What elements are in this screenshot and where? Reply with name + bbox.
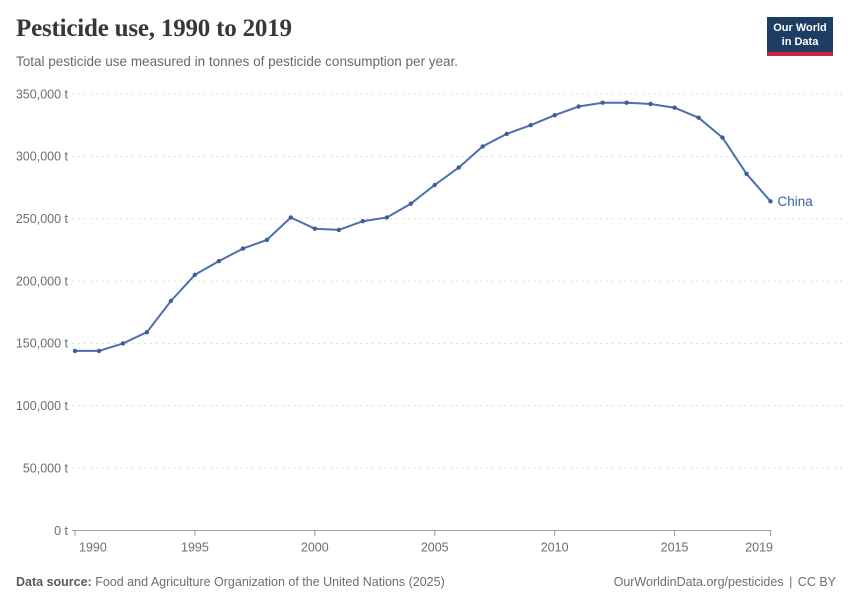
data-point-marker	[216, 258, 222, 264]
y-axis-labels: 0 t 50,000 t 100,000 t 150,000 t 200,000 t 25…	[16, 87, 69, 538]
chart-header: Pesticide use, 1990 to 2019 Total pestic…	[16, 14, 750, 71]
data-point-marker	[432, 182, 437, 188]
data-point-marker	[240, 246, 246, 251]
data-point-marker	[384, 215, 389, 220]
x-axis	[72, 530, 772, 536]
owid-logo-line1: Our World	[773, 22, 827, 34]
owid-logo-line2: in Data	[781, 36, 819, 49]
license-label: CC BY	[797, 575, 836, 589]
data-point-marker	[672, 105, 677, 110]
data-source-note: Data source: Food and Agriculture Organi…	[16, 575, 445, 589]
data-point-marker	[576, 104, 581, 109]
x-axis-tick-label: 1990	[79, 541, 107, 555]
data-point-marker	[408, 201, 413, 206]
y-axis-tick-label: 300,000 t	[16, 150, 69, 164]
data-point-marker	[768, 199, 773, 204]
data-source-text: Food and Agriculture Organization of the…	[95, 575, 445, 589]
data-source-label: Data source:	[16, 575, 92, 589]
owid-url-link[interactable]: OurWorldinData.org/pesticides	[613, 575, 784, 589]
data-point-marker	[192, 272, 198, 277]
y-axis-tick-label: 50,000 t	[23, 461, 69, 475]
page-subtitle: Total pesticide use measured in tonnes o…	[16, 54, 459, 69]
data-point-marker	[480, 144, 485, 149]
data-series-china	[72, 100, 773, 354]
data-point-marker	[312, 226, 317, 231]
x-axis-tick-label: 2015	[661, 541, 689, 555]
data-point-marker	[720, 135, 725, 140]
data-point-marker	[72, 348, 78, 354]
y-axis-tick-label: 0 t	[54, 524, 68, 538]
data-point-marker	[360, 219, 365, 224]
y-axis-tick-label: 250,000 t	[16, 212, 69, 226]
data-point-marker	[288, 215, 293, 220]
y-gridlines	[72, 93, 844, 469]
x-axis-tick-label: 2019	[745, 541, 773, 555]
x-axis-labels: 1990 1995 2000 2005 2010 2015 2019	[79, 541, 773, 555]
data-point-marker	[96, 348, 102, 354]
data-point-marker	[144, 330, 150, 335]
data-point-marker	[456, 165, 461, 170]
x-axis-tick-label: 1995	[181, 541, 209, 555]
footer-separator: |	[789, 575, 793, 589]
page-title: Pesticide use, 1990 to 2019	[16, 15, 292, 42]
data-point-marker	[528, 123, 533, 128]
series-label-china[interactable]: China	[778, 194, 814, 209]
footer-right: OurWorldinData.org/pesticides | CC BY	[612, 575, 836, 589]
y-axis-tick-label: 200,000 t	[16, 274, 69, 288]
x-axis-tick-label: 2000	[301, 541, 329, 555]
data-point-marker	[504, 131, 509, 137]
data-point-marker	[552, 113, 557, 118]
data-point-marker	[744, 171, 749, 176]
data-point-marker	[336, 227, 341, 233]
data-point-marker	[696, 115, 701, 120]
x-axis-tick-label: 2005	[421, 541, 449, 555]
chart-footer: Data source: Food and Agriculture Organi…	[16, 575, 836, 589]
data-point-marker	[264, 237, 270, 243]
y-axis-tick-label: 350,000 t	[16, 87, 69, 101]
data-point-marker	[600, 100, 605, 105]
y-axis-tick-label: 100,000 t	[16, 399, 69, 413]
data-point-marker	[120, 341, 126, 346]
data-point-marker	[648, 101, 653, 107]
x-axis-tick-label: 2010	[541, 541, 569, 555]
data-point-marker	[624, 100, 629, 105]
series-line	[74, 101, 772, 352]
data-point-marker	[168, 298, 174, 304]
owid-logo[interactable]: Our World in Data	[767, 17, 833, 57]
y-axis-tick-label: 150,000 t	[16, 337, 69, 351]
